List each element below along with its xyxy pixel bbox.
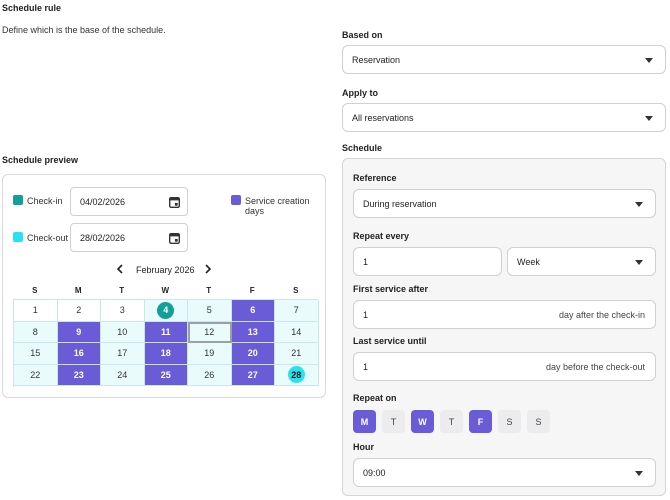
section-title: Schedule rule <box>2 3 62 13</box>
day-toggle-friday[interactable]: F <box>469 410 492 433</box>
calendar-day[interactable]: 10 <box>101 321 145 343</box>
chevron-down-icon <box>635 470 643 476</box>
checkin-legend-swatch <box>13 195 23 205</box>
checkin-date-input[interactable]: 04/02/2026 <box>70 187 188 216</box>
calendar-grid: 1 2 3 4 5 6 7 8 9 10 11 12 13 14 15 16 17 18 19 20 21 22 23 24 2… <box>13 299 319 387</box>
calendar-day[interactable]: 1 <box>14 300 58 322</box>
checkout-date: 28/02/2026 <box>80 232 126 243</box>
calendar-day[interactable]: 9 <box>57 321 101 343</box>
calendar-day[interactable]: 20 <box>231 343 275 365</box>
hour-label: Hour <box>353 442 374 452</box>
calendar-day[interactable]: 2 <box>57 300 101 322</box>
calendar-day[interactable]: 7 <box>275 300 319 322</box>
calendar-day[interactable]: 22 <box>14 364 58 386</box>
calendar-day[interactable]: 24 <box>101 364 145 386</box>
weekday-label: M <box>74 286 82 295</box>
repeat-every-unit: Week <box>517 256 540 267</box>
calendar-day[interactable]: 15 <box>14 343 58 365</box>
last-service-number: 1 <box>363 361 369 372</box>
chevron-down-icon <box>635 201 643 207</box>
last-service-suffix: day before the check-out <box>545 361 645 372</box>
day-toggle-sunday[interactable]: S <box>527 410 550 433</box>
day-toggle-saturday[interactable]: S <box>498 410 521 433</box>
repeat-every-unit-select[interactable]: Week <box>507 247 656 276</box>
service-legend-label: Service creation days <box>245 196 310 216</box>
day-toggle-monday[interactable]: M <box>353 410 376 433</box>
checkout-legend-swatch <box>13 232 23 242</box>
apply-to-select[interactable]: All reservations <box>342 103 666 132</box>
day-toggle-tuesday[interactable]: T <box>382 410 405 433</box>
schedule-label: Schedule <box>342 143 383 153</box>
checkout-label: Check-out <box>27 233 69 243</box>
repeat-every-label: Repeat every <box>353 231 410 241</box>
checkout-day-marker: 28 <box>287 366 305 384</box>
calendar-icon[interactable] <box>169 232 180 244</box>
calendar-day[interactable]: 14 <box>275 321 319 343</box>
based-on-label: Based on <box>342 30 383 40</box>
chevron-down-icon <box>645 57 653 63</box>
first-service-label: First service after <box>353 284 429 294</box>
checkin-day-marker: 4 <box>157 301 175 319</box>
checkin-date: 04/02/2026 <box>80 196 126 207</box>
last-service-input[interactable]: 1 day before the check-out <box>353 352 656 381</box>
service-legend-swatch <box>231 195 241 205</box>
repeat-on-label: Repeat on <box>353 393 397 403</box>
calendar-day[interactable]: 25 <box>144 364 188 386</box>
calendar-day[interactable]: 6 <box>231 300 275 322</box>
weekday-label: F <box>249 286 255 295</box>
calendar-day[interactable]: 11 <box>144 321 188 343</box>
month-label: February 2026 <box>136 265 195 275</box>
calendar-day[interactable]: 17 <box>101 343 145 365</box>
weekday-label: W <box>161 286 170 295</box>
schedule-panel: Reference During reservation Repeat ever… <box>342 158 666 496</box>
first-service-number: 1 <box>363 309 369 320</box>
reference-select[interactable]: During reservation <box>353 189 656 218</box>
based-on-value: Reservation <box>352 54 401 65</box>
reference-label: Reference <box>353 173 397 183</box>
preview-title: Schedule preview <box>2 155 79 165</box>
calendar-day[interactable]: 3 <box>101 300 145 322</box>
checkout-date-input[interactable]: 28/02/2026 <box>70 223 188 252</box>
calendar-day[interactable]: 23 <box>57 364 101 386</box>
hour-select[interactable]: 09:00 <box>353 458 656 487</box>
calendar-day[interactable]: 28 <box>275 364 319 386</box>
repeat-every-number-input[interactable]: 1 <box>353 247 502 276</box>
section-description: Define which is the base of the schedule… <box>2 25 166 35</box>
chevron-down-icon <box>645 115 653 121</box>
calendar-icon[interactable] <box>169 196 180 208</box>
first-service-suffix: day after the check-in <box>558 309 645 320</box>
first-service-input[interactable]: 1 day after the check-in <box>353 300 656 329</box>
calendar-day[interactable]: 21 <box>275 343 319 365</box>
calendar-day[interactable]: 4 <box>144 300 188 322</box>
last-service-label: Last service until <box>353 336 427 346</box>
repeat-every-number: 1 <box>363 256 369 267</box>
hour-value: 09:00 <box>363 467 386 478</box>
based-on-select[interactable]: Reservation <box>342 45 666 74</box>
apply-to-label: Apply to <box>342 88 378 98</box>
day-toggle-wednesday[interactable]: W <box>411 410 434 433</box>
reference-value: During reservation <box>363 198 437 209</box>
calendar-day[interactable]: 16 <box>57 343 101 365</box>
weekday-label: T <box>206 286 212 295</box>
calendar-day[interactable]: 26 <box>188 364 232 386</box>
weekday-label: S <box>32 286 38 295</box>
chevron-right-icon[interactable] <box>204 264 212 274</box>
chevron-down-icon <box>635 259 643 265</box>
calendar-day[interactable]: 8 <box>14 321 58 343</box>
calendar-day[interactable]: 19 <box>188 343 232 365</box>
calendar-day[interactable]: 18 <box>144 343 188 365</box>
chevron-left-icon[interactable] <box>116 264 124 274</box>
checkin-label: Check-in <box>27 196 63 206</box>
weekday-label: T <box>119 286 125 295</box>
calendar-day[interactable]: 13 <box>231 321 275 343</box>
calendar-day[interactable]: 27 <box>231 364 275 386</box>
preview-card: Check-in 04/02/2026 Service creation day… <box>2 174 326 398</box>
weekday-label: S <box>293 286 299 295</box>
day-toggle-thursday[interactable]: T <box>440 410 463 433</box>
calendar-day[interactable]: 12 <box>188 321 232 343</box>
apply-to-value: All reservations <box>352 112 414 123</box>
calendar-day[interactable]: 5 <box>188 300 232 322</box>
